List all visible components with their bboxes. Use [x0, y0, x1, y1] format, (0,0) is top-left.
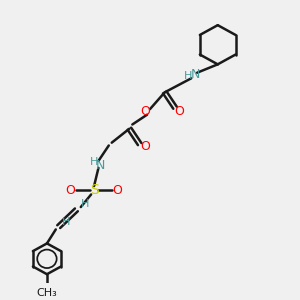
Text: H: H — [81, 199, 89, 209]
Text: N: N — [191, 68, 200, 81]
Text: S: S — [90, 183, 98, 197]
Text: O: O — [141, 140, 151, 153]
Text: H: H — [184, 70, 193, 80]
Text: N: N — [95, 159, 105, 172]
Text: O: O — [141, 105, 151, 119]
Text: CH₃: CH₃ — [37, 288, 57, 298]
Text: H: H — [90, 157, 98, 167]
Text: O: O — [113, 184, 122, 197]
Text: O: O — [175, 105, 184, 119]
Text: O: O — [66, 184, 75, 197]
Text: H: H — [62, 218, 70, 227]
